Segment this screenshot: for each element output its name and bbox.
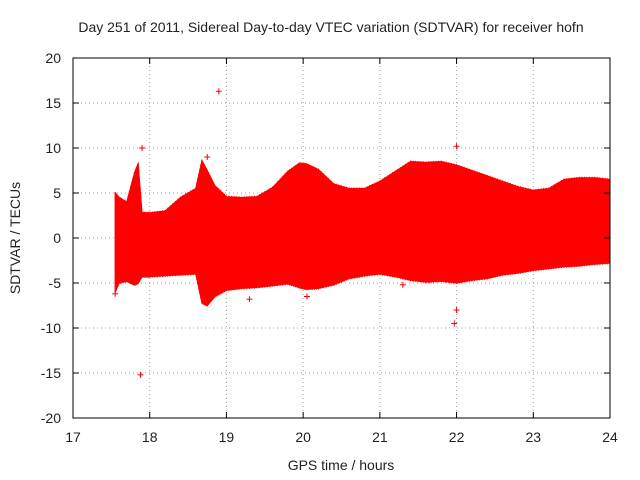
x-tick-label: 17 — [65, 429, 81, 445]
x-tick-label: 24 — [602, 429, 618, 445]
x-tick-label: 19 — [219, 429, 235, 445]
outlier-point — [137, 371, 144, 378]
x-tick-label: 21 — [372, 429, 388, 445]
y-tick-label: 15 — [45, 95, 61, 111]
x-tick-label: 22 — [449, 429, 465, 445]
y-tick-label: 20 — [45, 50, 61, 66]
outlier-point — [303, 293, 310, 300]
y-tick-label: -15 — [41, 365, 61, 381]
y-tick-label: -10 — [41, 320, 61, 336]
outlier-point — [215, 88, 222, 95]
outlier-point — [112, 290, 119, 297]
axis-ticks — [72, 57, 611, 419]
y-tick-label: 0 — [53, 230, 61, 246]
x-axis-tick-labels: 17 18 19 20 21 22 23 24 — [65, 429, 618, 445]
x-tick-label: 18 — [142, 429, 158, 445]
outlier-point — [204, 154, 211, 160]
outlier-point — [453, 143, 460, 150]
y-tick-label: 10 — [45, 140, 61, 156]
y-tick-label: -5 — [49, 275, 62, 291]
chart-title: Day 251 of 2011, Sidereal Day-to-day VTE… — [78, 19, 583, 35]
outlier-point — [246, 296, 253, 303]
y-axis-label: SDTVAR / TECUs — [7, 182, 23, 294]
y-axis-tick-labels: 20 15 10 5 0 -5 -10 -15 -20 — [41, 50, 61, 426]
outlier-point — [453, 307, 460, 313]
outlier-point — [451, 320, 458, 327]
outlier-point — [139, 145, 146, 151]
outlier-point — [399, 281, 406, 288]
x-axis-label: GPS time / hours — [288, 457, 395, 473]
x-tick-label: 20 — [295, 429, 311, 445]
y-tick-label: 5 — [53, 185, 61, 201]
x-tick-label: 23 — [525, 429, 541, 445]
data-series — [112, 88, 611, 378]
y-tick-label: -20 — [41, 410, 61, 426]
